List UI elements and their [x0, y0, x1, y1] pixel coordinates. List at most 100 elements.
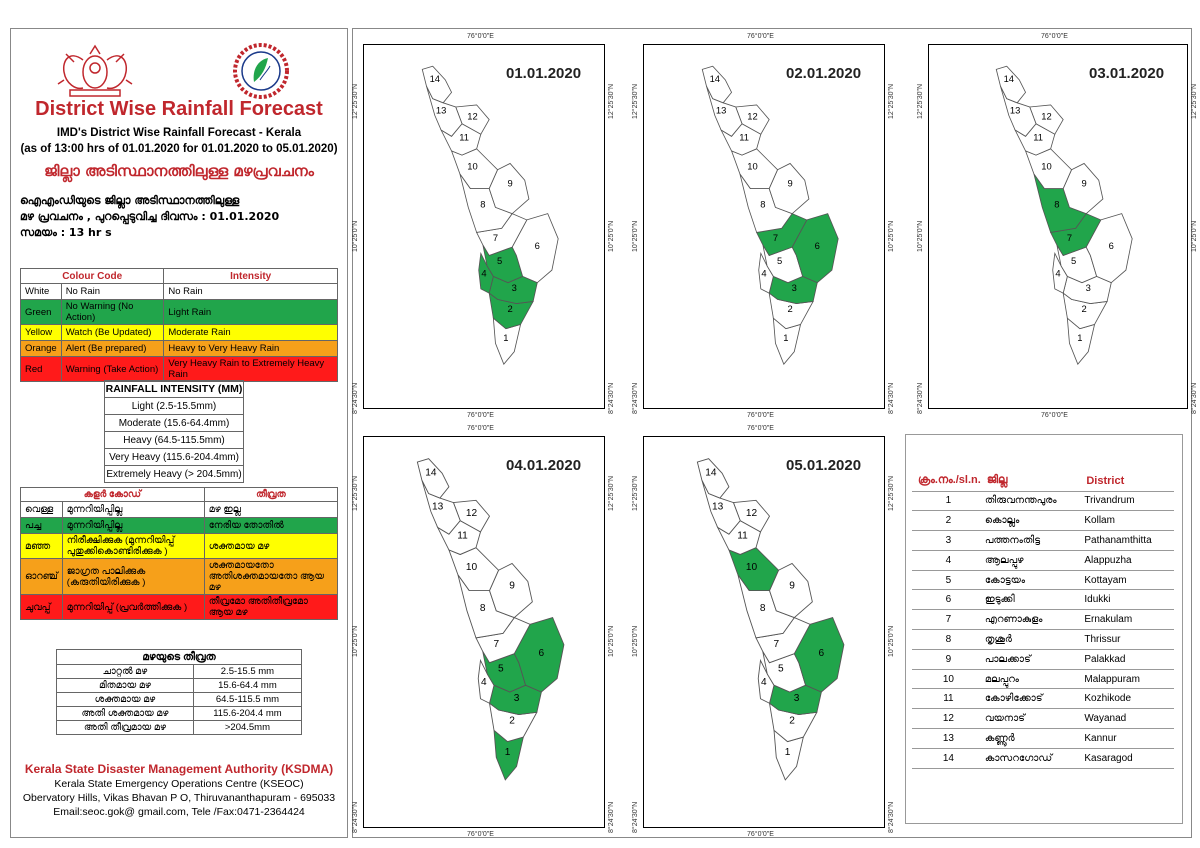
district-label-3: 3	[512, 282, 517, 293]
district-number: 13	[912, 728, 981, 749]
forecast-map-panel: 04.01.2020 1 2 3 4 5 6 7 8 9 10 11 12 13 14 76°0'0"E 76°…	[352, 425, 615, 838]
district-row: 4 ആലപ്പുഴ Alappuzha	[912, 550, 1174, 571]
mal-colour-row: ഓറഞ്ച് ജാഗ്രത പാലിക്കുക (കരുതിയിരിക്കുക )…	[20, 558, 339, 595]
district-label-3: 3	[792, 282, 797, 293]
district-table: ക്രം.നം./sl.n. ജില്ല District 1 തിരുവനന്ത…	[912, 471, 1174, 769]
colour-code-row: Red Warning (Take Action) Very Heavy Rain …	[20, 356, 338, 382]
district-number: 3	[912, 530, 981, 551]
district-label-12: 12	[1041, 111, 1051, 122]
malayalam-title: ജില്ലാ അടിസ്ഥാനത്തിലുള്ള മഴപ്രവചനം	[44, 162, 314, 180]
mal-colour-intensity: മഴ ഇല്ല	[203, 501, 339, 518]
ksdma-name: Kerala State Disaster Management Authori…	[24, 762, 334, 776]
colour-action: No Warning (No Action)	[60, 299, 165, 325]
district-label-1: 1	[783, 332, 788, 343]
lat-label-right: 10°25'0"N	[1191, 220, 1198, 252]
district-number: 12	[912, 708, 981, 730]
district-label-11: 11	[1033, 131, 1043, 142]
district-label-12: 12	[466, 508, 478, 519]
mal-colour-name: മഞ്ഞ	[20, 533, 63, 559]
district-area-14	[421, 65, 453, 104]
district-label-8: 8	[760, 198, 765, 209]
district-malayalam: എറണാകുളം	[980, 609, 1081, 631]
district-label-10: 10	[747, 161, 757, 172]
mal-colour-row: വെള്ള മുന്നറിയിപ്പില്ല മഴ ഇല്ല	[20, 501, 339, 518]
mal-intensity-label: അതി തീവ്രമായ മഴ	[56, 720, 194, 735]
mal-colour-name: പച്ച	[20, 517, 63, 534]
district-label-14: 14	[1004, 73, 1014, 84]
district-label-6: 6	[539, 648, 545, 659]
district-number: 6	[912, 589, 981, 611]
district-row: 12 വയനാട് Wayanad	[912, 708, 1174, 730]
colour-action: Warning (Take Action)	[60, 356, 165, 382]
lat-label-left: 10°25'0"N	[632, 220, 639, 252]
district-malayalam: കോട്ടയം	[980, 570, 1081, 591]
issue-line-1: ഐഎംഡിയുടെ ജില്ലാ അടിസ്ഥാനത്തിലുള്ള	[20, 194, 240, 207]
district-label-7: 7	[773, 639, 779, 650]
lat-label-right: 8°24'30"N	[888, 801, 895, 833]
district-label-4: 4	[481, 677, 487, 688]
district-area-14	[701, 65, 733, 104]
colour-intensity: Heavy to Very Heavy Rain	[163, 340, 338, 357]
district-label-7: 7	[1067, 232, 1072, 243]
mal-colour-action: മുന്നറിയിപ്പില്ല	[61, 517, 205, 534]
colour-intensity: Light Rain	[163, 299, 338, 325]
district-label-8: 8	[1054, 198, 1059, 209]
district-label-11: 11	[739, 131, 749, 142]
lon-label-top: 76°0'0"E	[1041, 33, 1068, 40]
district-malayalam: കാസറഗോഡ്	[980, 748, 1081, 769]
mal-intensity-label: ശക്തമായ മഴ	[56, 692, 194, 707]
district-label-10: 10	[467, 161, 477, 172]
lat-label-left: 8°24'30"N	[632, 382, 639, 414]
lat-label-right: 10°25'0"N	[888, 220, 895, 252]
district-number: 5	[912, 570, 981, 591]
district-area-9	[768, 162, 810, 215]
intensity-row: Very Heavy (115.6-204.4mm)	[104, 448, 244, 466]
district-row: 5 കോട്ടയം Kottayam	[912, 570, 1174, 591]
forecast-map-panel: 03.01.2020 1 2 3 4 5 6 7 8 9 10 11 12 13 14 76°0'0"E 76°…	[917, 33, 1198, 419]
colour-code-table: Colour Code Intensity White No Rain No Rain…	[19, 268, 338, 382]
district-number: 7	[912, 609, 981, 631]
address-line: Obervatory Hills, Vikas Bhavan P O, Thir…	[22, 792, 336, 804]
mal-intensity-header: തീവ്രത	[203, 487, 339, 502]
district-label-4: 4	[481, 267, 486, 278]
district-number: 2	[912, 510, 981, 532]
district-area-14	[696, 458, 730, 499]
lat-label-left: 8°24'30"N	[917, 382, 924, 414]
forecast-map-date: 05.01.2020	[786, 457, 862, 474]
mal-intensity-range: 64.5-115.5 mm	[192, 692, 303, 707]
lat-label-right: 8°24'30"N	[888, 382, 895, 414]
district-malayalam: പാലക്കാട്	[980, 649, 1081, 670]
colour-name: Green	[20, 299, 62, 325]
district-english: Kozhikode	[1080, 688, 1174, 710]
district-malayalam: തിരുവനന്തപുരം	[980, 491, 1081, 512]
district-area-6	[511, 213, 559, 284]
intensity-range: Very Heavy (115.6-204.4mm)	[104, 448, 244, 466]
district-malayalam: വയനാട്	[980, 708, 1081, 730]
lat-label-left: 12°25'30"N	[917, 83, 924, 119]
lat-label-right: 12°25'30"N	[608, 83, 615, 119]
forecast-map-date: 01.01.2020	[506, 65, 582, 82]
lat-label-left: 12°25'30"N	[352, 475, 359, 511]
mal-colour-row: മഞ്ഞ നിരീക്ഷിക്കുക (മുന്നറിയിപ്പ് പുതുക്ക…	[20, 533, 339, 559]
district-label-3: 3	[1086, 282, 1091, 293]
district-label-14: 14	[430, 73, 440, 84]
district-label-7: 7	[493, 232, 498, 243]
district-label-5: 5	[777, 255, 782, 266]
district-label-9: 9	[1081, 177, 1086, 188]
lat-label-right: 8°24'30"N	[1191, 382, 1198, 414]
district-label-4: 4	[1055, 267, 1060, 278]
district-label-13: 13	[436, 104, 446, 115]
district-label-10: 10	[466, 562, 478, 573]
district-label-2: 2	[507, 303, 512, 314]
colour-action: Watch (Be Updated)	[60, 324, 165, 341]
contact-line: Email:seoc.gok@ gmail.com, Tele /Fax:047…	[53, 806, 305, 818]
district-label-9: 9	[507, 177, 512, 188]
lat-label-right: 10°25'0"N	[888, 625, 895, 657]
district-col-malayalam: ജില്ല	[980, 471, 1081, 492]
mal-colour-action: ജാഗ്രത പാലിക്കുക (കരുതിയിരിക്കുക )	[61, 558, 205, 595]
issue-line-2: മഴ പ്രവചനം , പുറപ്പെടുവിച്ച ദിവസം : 01.0…	[20, 210, 280, 223]
